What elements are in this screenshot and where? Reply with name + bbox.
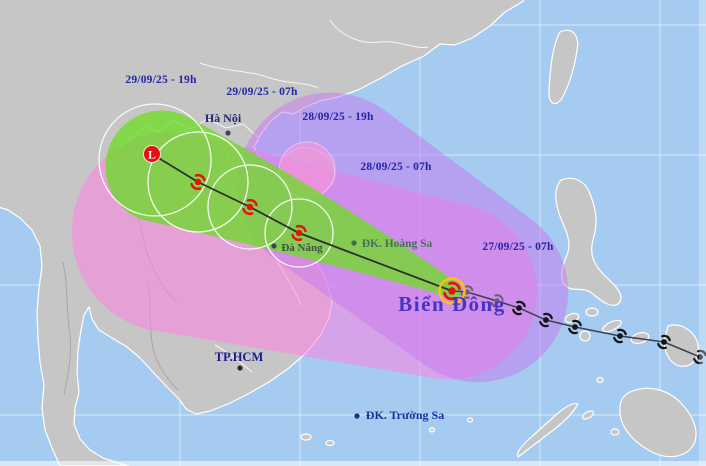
island [325,439,335,447]
place-marker-dot-truongsa [354,413,360,419]
palawan-island [517,403,579,458]
uncertainty-circle [147,131,249,233]
bottom-edge-strip [0,461,706,466]
island [466,417,474,423]
current-position-ring [438,277,466,305]
forecast-time-label: 27/09/25 - 07h [482,241,554,253]
low-pressure-label: L [148,148,156,162]
sea-name-label: Biển Đông [398,292,505,316]
island [602,319,622,333]
forecast-time-label: 28/09/25 - 07h [360,161,432,173]
island [585,307,599,317]
place-label-truongsa: ĐK. Trường Sa [366,408,444,422]
place-marker-dot-hanoi [225,130,231,136]
place-marker-dot-tphcm [237,365,243,371]
green-forecast-cone [105,110,462,299]
island [300,433,312,441]
uncertainty-circles [98,103,334,268]
low-pressure-circle [143,145,161,163]
place-marker-dot-danang [271,243,277,249]
island [579,330,591,342]
low-pressure-marker: L [143,145,161,163]
forecast-time-labels: 29/09/25 - 19h 29/09/25 - 07h 28/09/25 - 1… [125,74,554,253]
uncertainty-circle [207,164,293,250]
place-label-danang: Đà Nẵng [281,242,323,254]
uncertainty-circle [264,198,334,268]
forecast-time-label: 28/09/25 - 19h [302,111,374,123]
place-marker-dot-hoangsa [351,240,357,246]
place-label-hoangsa: ĐK. Hoàng Sa [362,238,433,250]
place-label-tphcm: TP.HCM [215,350,264,364]
forecast-time-label: 29/09/25 - 19h [125,74,197,86]
island [581,410,595,420]
taiwan-island [548,29,579,105]
right-edge-strip [699,0,706,466]
island [428,427,436,433]
samar-island [663,324,699,367]
forecast-time-label: 29/09/25 - 07h [226,86,298,98]
storm-symbols: L [143,145,706,365]
place-label-hanoi: Hà Nội [205,111,242,125]
place-labels: Hà Nội Đà Nẵng TP.HCM ĐK. Hoàng Sa ĐK. Trườn… [205,111,444,422]
mindanao-island [619,387,697,458]
island [610,428,620,436]
island [596,376,604,384]
uncertainty-circle [98,103,212,217]
luzon-island [555,177,622,306]
